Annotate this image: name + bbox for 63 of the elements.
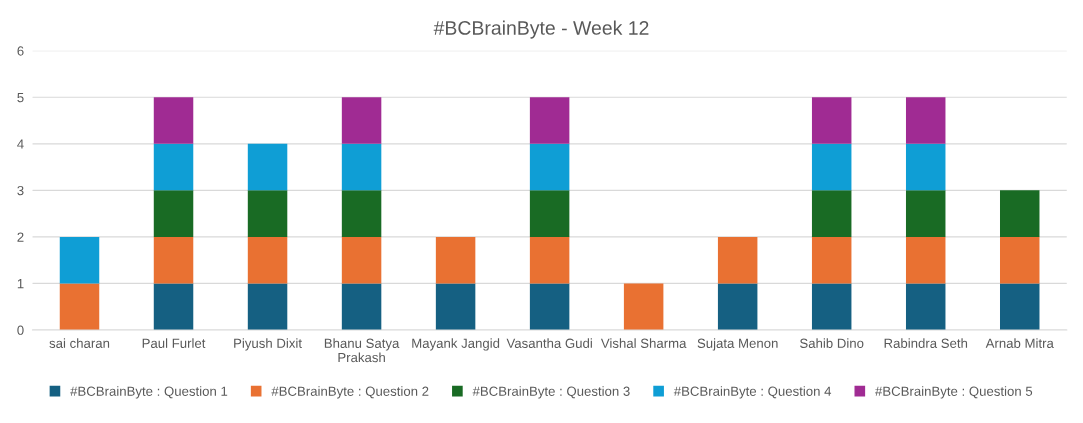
bar bbox=[623, 283, 664, 330]
bar bbox=[905, 283, 946, 330]
y-tick-label: 4 bbox=[17, 139, 24, 149]
legend-label: #BCBrainByte : Question 5 bbox=[875, 386, 1033, 399]
x-tick-label: Rabindra Seth bbox=[884, 338, 968, 348]
x-tick-label: Vishal Sharma bbox=[600, 338, 687, 348]
bar bbox=[153, 190, 194, 237]
bar bbox=[1000, 190, 1040, 237]
bar bbox=[435, 283, 476, 330]
bar bbox=[153, 143, 194, 191]
y-tick-label: 0 bbox=[17, 325, 24, 335]
bar bbox=[905, 236, 946, 284]
bar bbox=[153, 283, 194, 330]
legend-label: #BCBrainByte : Question 3 bbox=[472, 386, 630, 399]
bar bbox=[59, 283, 100, 330]
bar bbox=[529, 283, 570, 330]
bar bbox=[247, 190, 288, 237]
bar bbox=[247, 283, 288, 330]
bar bbox=[811, 190, 852, 237]
bar bbox=[153, 236, 194, 284]
bar bbox=[1000, 236, 1040, 284]
bar bbox=[341, 236, 382, 284]
y-tick-label: 2 bbox=[17, 232, 24, 242]
bar bbox=[529, 97, 570, 144]
y-tick-label: 1 bbox=[17, 279, 24, 289]
legend-label: #BCBrainByte : Question 4 bbox=[673, 386, 832, 399]
x-tick-label: Mayank Jangid bbox=[412, 338, 500, 351]
bar bbox=[1000, 283, 1040, 330]
bar bbox=[905, 143, 946, 191]
bar bbox=[341, 143, 382, 191]
bar bbox=[529, 143, 570, 191]
bar bbox=[717, 283, 758, 330]
bar bbox=[905, 190, 946, 237]
bar bbox=[341, 97, 382, 144]
x-tick-label: sai charan bbox=[49, 338, 110, 348]
bar bbox=[529, 236, 570, 284]
x-tick-label: Vasantha Gudi bbox=[506, 338, 592, 348]
bar bbox=[341, 283, 382, 330]
legend-label: #BCBrainByte : Question 2 bbox=[271, 386, 429, 399]
bar bbox=[529, 190, 570, 237]
bar bbox=[811, 236, 852, 284]
chart-title: #BCBrainByte - Week 12 bbox=[433, 20, 649, 39]
x-tick-label: Paul Furlet bbox=[142, 338, 206, 348]
y-tick-label: 3 bbox=[17, 185, 24, 196]
bar bbox=[247, 143, 288, 191]
bar bbox=[717, 236, 758, 284]
x-tick-label: Sahib Dino bbox=[800, 338, 864, 348]
bar bbox=[247, 236, 288, 284]
bar bbox=[153, 97, 194, 144]
bar bbox=[59, 236, 100, 284]
bar bbox=[341, 190, 382, 237]
y-tick-label: 5 bbox=[17, 92, 24, 103]
x-tick-label: Sujata Menon bbox=[697, 338, 778, 351]
x-tick-label: Bhanu Satya Prakash bbox=[324, 338, 400, 363]
bar bbox=[811, 143, 852, 191]
bar bbox=[435, 236, 476, 284]
x-tick-label: Piyush Dixit bbox=[234, 338, 302, 351]
x-tick-label: Arnab Mitra bbox=[985, 338, 1054, 348]
bar bbox=[811, 283, 852, 330]
bar bbox=[905, 97, 946, 144]
y-tick-label: 6 bbox=[17, 46, 24, 56]
bar bbox=[811, 97, 852, 144]
legend-label: #BCBrainByte : Question 1 bbox=[70, 386, 228, 399]
